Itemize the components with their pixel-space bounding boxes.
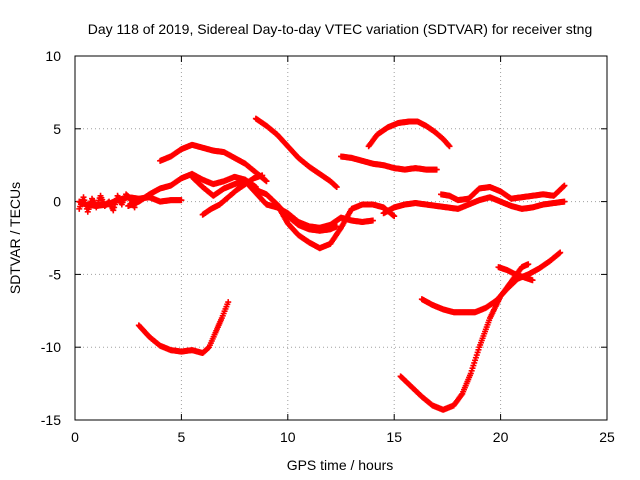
series-arc-rise-left [125,170,259,209]
y-tick-label: 10 [45,48,61,64]
chart-title: Day 118 of 2019, Sidereal Day-to-day VTE… [88,21,592,37]
data-point [333,184,340,191]
data-point [433,166,440,173]
data-point [81,197,88,204]
series-arc-upper-left [157,141,270,185]
y-tick-label: -15 [41,412,61,428]
data-point [80,194,87,201]
series-arc-low-left [135,299,232,357]
y-tick-label: 5 [53,121,61,137]
x-tick-label: 15 [386,429,402,445]
data-point [263,178,270,185]
data-point [529,277,536,284]
y-tick-label: -5 [49,266,62,282]
series-arc-high-center [252,115,340,191]
axis-ticks: 0 5 10 15 20 25 10 5 0 -5 -10 -15 [41,48,615,445]
series-arc-peak-right [365,118,453,150]
x-tick-label: 5 [178,429,186,445]
series-arc-mid-right [338,153,440,173]
series-arc-upper-right [438,182,568,204]
series-arc-spike-right [495,264,536,284]
data-point [110,207,117,214]
data-point [111,204,118,211]
series-arc-near-zero-right [380,194,568,217]
x-tick-label: 0 [71,429,79,445]
data-point [259,172,266,179]
data-point [391,213,398,220]
data-point [178,197,185,204]
data-point [225,299,232,306]
series-arc-short-left [199,172,266,218]
data-point [561,198,568,205]
y-tick-label: 0 [53,194,61,210]
data-points [76,115,568,413]
data-point [82,200,89,207]
x-tick-label: 10 [280,429,296,445]
series-arc-short-mid [274,201,340,234]
data-point [458,391,465,398]
data-point [446,143,453,150]
data-point [333,223,340,230]
data-point [112,201,119,208]
x-tick-label: 25 [599,429,615,445]
data-point [525,261,532,268]
data-point [557,249,564,256]
y-axis-label: SDTVAR / TECUs [7,182,23,294]
data-point [369,217,376,224]
x-tick-label: 20 [493,429,509,445]
x-axis-label: GPS time / hours [287,457,394,473]
y-tick-label: -10 [41,339,61,355]
plot-frame [74,55,608,421]
data-point [561,182,568,189]
